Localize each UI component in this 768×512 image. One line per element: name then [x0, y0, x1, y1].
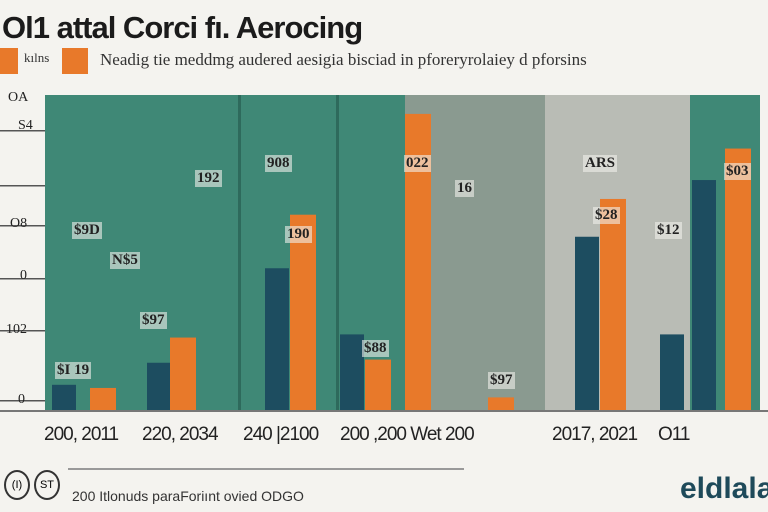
bar-orange: [488, 397, 514, 410]
bar-dark: [692, 180, 716, 410]
x-label: 2017, 2021: [552, 424, 638, 445]
bar-orange: [600, 198, 626, 410]
gridline: [0, 185, 45, 187]
data-label: $28: [593, 207, 620, 224]
data-label: $97: [488, 372, 515, 389]
footer-caption: 200 Itlonuds paraForiınt ovied ODGO: [72, 488, 304, 504]
chart-title: Ol1 attal Corci fı. Aerocing: [2, 10, 363, 45]
x-label: 240 |2100: [243, 424, 319, 445]
bar-dark: [147, 362, 171, 410]
gridline: [0, 225, 45, 227]
bar-orange: [365, 359, 391, 410]
bar-dark: [265, 268, 289, 410]
footer-divider: [68, 468, 464, 470]
gridline: [0, 400, 45, 402]
data-label: $97: [140, 312, 167, 329]
divider: [336, 95, 339, 410]
x-label: 220, 2034: [142, 424, 219, 445]
bar-orange: [290, 214, 316, 410]
data-label: 16: [455, 180, 474, 197]
bar-orange: [725, 148, 751, 411]
legend-label: kılns: [24, 50, 50, 65]
data-label: $12: [655, 222, 682, 239]
y-tick: OA: [8, 90, 29, 105]
y-tick: 0: [20, 268, 27, 283]
bar-dark: [340, 334, 364, 410]
y-tick: 102: [6, 322, 27, 337]
gridline: [0, 130, 45, 132]
legend-swatch: [62, 48, 88, 74]
data-label: ARS: [583, 155, 618, 172]
brand-logo: eldlala: [680, 472, 768, 505]
badge-icon: ST: [34, 470, 60, 500]
data-label: $03: [724, 163, 751, 180]
y-tick: O8: [10, 216, 28, 231]
x-label: 200 ,200 Wet 200: [340, 424, 475, 445]
data-label: 022: [404, 155, 431, 172]
y-tick: S4: [18, 118, 33, 133]
legend-label: Neadig tie meddmg audered aesigia biscia…: [100, 50, 587, 69]
bar-dark: [660, 334, 684, 410]
data-label: N$5: [110, 252, 140, 269]
data-label: 908: [265, 155, 292, 172]
gridline: [0, 330, 45, 332]
bar-orange: [170, 337, 196, 410]
x-axis: [0, 410, 768, 412]
bar-dark: [52, 384, 76, 410]
data-label: $I 19: [55, 362, 92, 379]
y-tick: 0: [18, 392, 25, 407]
data-label: $9D: [72, 222, 102, 239]
bar-dark: [575, 236, 599, 410]
x-label: 200, 2011: [44, 424, 119, 445]
data-label: 190: [285, 226, 312, 243]
gridline: [0, 278, 45, 280]
x-label: O11: [658, 424, 691, 445]
bar-orange: [90, 387, 116, 410]
divider: [238, 95, 241, 410]
badge-icon: (I): [4, 470, 30, 500]
data-label: $88: [362, 340, 389, 357]
data-label: 192: [195, 170, 222, 187]
legend-swatch: [0, 48, 18, 74]
